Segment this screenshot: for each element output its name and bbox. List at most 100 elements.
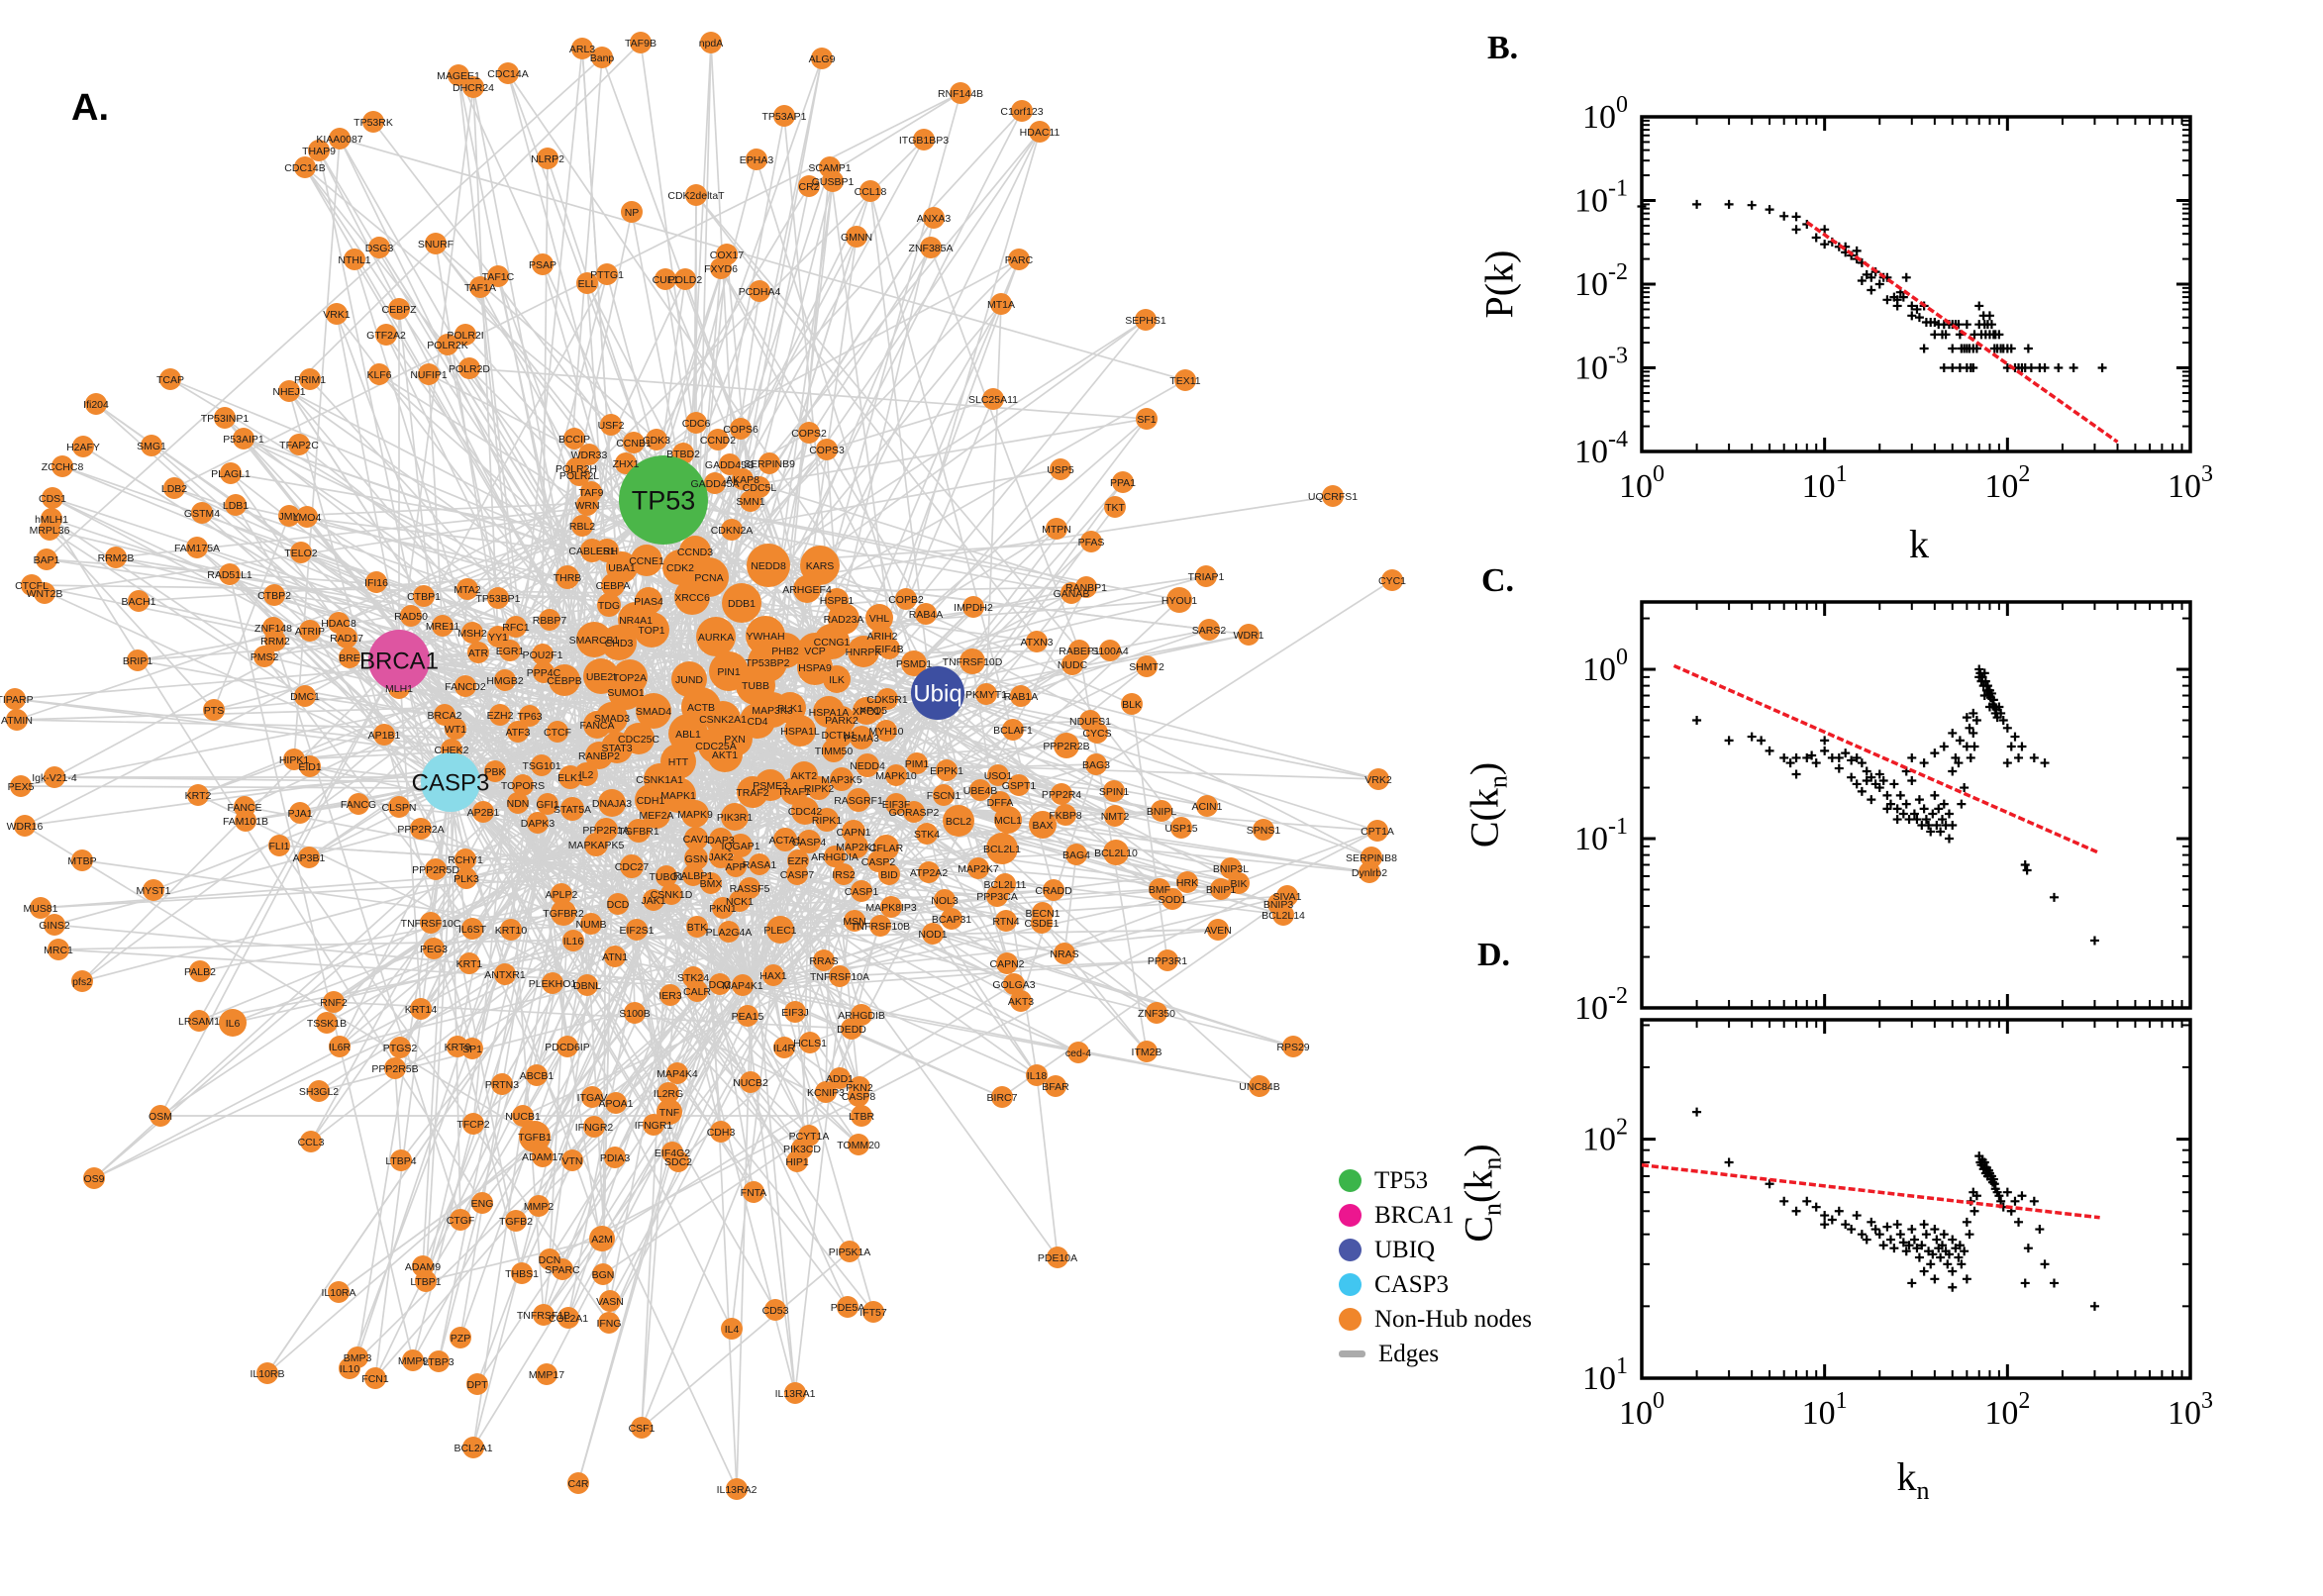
network-node-label: PARK2	[825, 715, 858, 727]
network-node	[895, 588, 917, 610]
network-node	[660, 883, 682, 905]
network-node	[709, 828, 733, 851]
network-node	[410, 818, 432, 840]
network-node-label: BID	[880, 869, 898, 881]
node-swatch-icon	[1339, 1169, 1362, 1192]
legend-item-ubiq: UBIQ	[1339, 1237, 1532, 1263]
panel-c-label: C.	[1481, 562, 1515, 599]
network-node	[850, 726, 873, 749]
network-node-label: OS9	[83, 1173, 104, 1185]
network-node-label: PIN1	[717, 666, 741, 678]
network-node	[1067, 1042, 1089, 1063]
network-node	[461, 622, 483, 644]
network-node-label: USF2	[598, 420, 625, 432]
network-node	[1151, 800, 1172, 822]
network-node	[1061, 653, 1083, 675]
network-node	[1085, 753, 1107, 775]
network-node	[784, 1001, 806, 1023]
network-node	[1026, 1064, 1048, 1086]
network-node-label: FLI1	[268, 841, 289, 852]
network-node-label: CAPN1	[836, 827, 870, 839]
network-node-label: NUDC	[1058, 659, 1088, 671]
network-node	[450, 1209, 471, 1231]
network-node-label: WDR1	[1234, 630, 1264, 642]
network-node-label: TGFBR1	[618, 826, 659, 838]
network-node-label: FNTA	[741, 1187, 767, 1199]
network-node	[725, 855, 747, 877]
network-node	[339, 1357, 360, 1379]
network-node-label: STK4	[914, 829, 940, 841]
network-node	[737, 1005, 758, 1027]
network-node	[615, 452, 637, 474]
network-node-label: TRIAP1	[1188, 571, 1225, 583]
network-node-label: SIVA1	[1273, 891, 1302, 903]
network-node-label: NCK1	[726, 896, 754, 908]
network-node-label: KRT10	[495, 925, 528, 937]
network-node	[1136, 1041, 1158, 1062]
network-node-label: TCAP	[156, 374, 184, 386]
network-node-label: RANBP2	[578, 750, 620, 762]
network-node	[428, 1350, 450, 1372]
network-node-label: SNURF	[418, 239, 454, 250]
network-node	[851, 880, 872, 902]
network-node-label: BMX	[700, 878, 723, 890]
network-node	[585, 742, 613, 769]
network-node-label: POLR2D	[449, 363, 490, 375]
axis-tick-label: 102	[1984, 1388, 2030, 1432]
network-node-label: ATRIP	[295, 626, 325, 638]
network-node	[500, 919, 522, 941]
network-node	[562, 930, 584, 951]
network-node	[472, 801, 494, 823]
network-node-label: BCCIP	[558, 434, 590, 446]
network-node	[737, 776, 768, 808]
axis-tick-label: 10-1	[1574, 814, 1628, 857]
network-node-label: PPP2R2B	[1043, 741, 1089, 752]
network-node	[903, 801, 925, 823]
network-node	[598, 789, 626, 817]
network-node-label: PSMA3	[844, 733, 879, 745]
network-node-label: ALG9	[809, 53, 836, 65]
network-node	[576, 494, 598, 516]
network-node-label: GANAB	[1054, 588, 1090, 600]
network-node-label: BCL2L14	[1262, 910, 1305, 922]
network-node-label: TOP2A	[613, 672, 647, 684]
network-node	[571, 38, 593, 59]
network-node	[740, 490, 761, 512]
network-node-label: MEF2A	[639, 810, 673, 822]
hub-node-ubiq	[911, 666, 964, 720]
network-node	[410, 998, 432, 1020]
network-node	[71, 970, 93, 992]
network-node	[1104, 805, 1126, 827]
network-node	[568, 464, 590, 486]
network-node	[844, 910, 865, 932]
axis-tick-label: 101	[1582, 1353, 1628, 1397]
network-node-label: ACTB	[687, 702, 715, 714]
network-node-label: TOPORS	[501, 780, 545, 792]
network-node	[681, 800, 709, 828]
network-node	[773, 105, 795, 127]
hub-node-label-brca1: BRCA1	[359, 648, 439, 674]
scatter-points	[1692, 664, 2099, 946]
network-node	[214, 407, 236, 429]
network-node	[552, 1258, 573, 1280]
network-node	[784, 715, 816, 747]
network-node	[51, 455, 73, 477]
network-node	[994, 806, 1022, 834]
network-node	[432, 615, 454, 637]
network-node-label: IL18	[1027, 1070, 1048, 1082]
network-node	[791, 797, 819, 825]
network-node	[880, 896, 902, 918]
network-node-label: ARHGDIB	[838, 1010, 885, 1022]
network-node	[141, 435, 162, 456]
network-node	[511, 1262, 533, 1284]
network-node-label: XPO5	[859, 705, 887, 717]
network-node-label: BRCA2	[427, 710, 461, 722]
network-node	[368, 237, 390, 258]
network-node-label: MCL1	[994, 815, 1022, 827]
network-node	[561, 1149, 583, 1171]
network-node-label: GMNN	[841, 232, 872, 244]
network-node	[885, 793, 907, 815]
network-node-label: CSNK1A1	[636, 774, 683, 786]
network-node-label: BAG4	[1062, 849, 1090, 861]
